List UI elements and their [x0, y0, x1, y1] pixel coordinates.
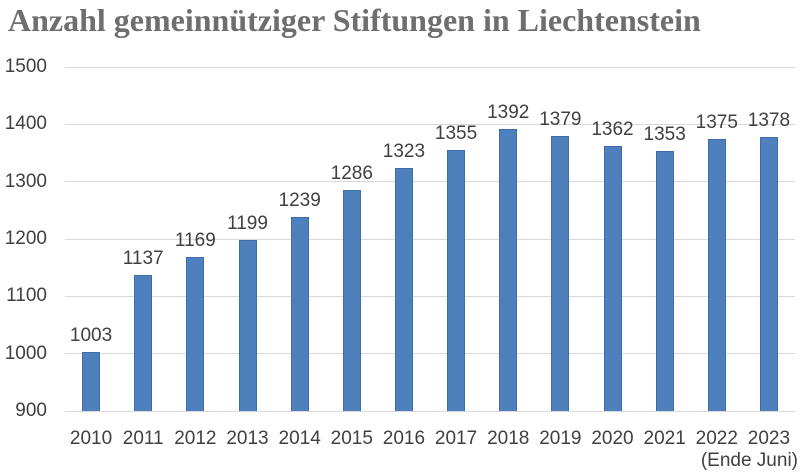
bar	[290, 216, 309, 411]
bar	[499, 128, 518, 411]
y-axis-label: 1000	[4, 342, 47, 364]
x-axis-label: 2019	[539, 428, 582, 449]
bar	[238, 239, 257, 411]
x-axis-label: 2022	[695, 428, 738, 449]
chart-title: Anzahl gemeinnütziger Stiftungen in Liec…	[8, 2, 701, 38]
bar	[186, 256, 205, 411]
bar-value-label: 1323	[382, 141, 426, 163]
x-axis-note: (Ende Juni)	[700, 450, 798, 471]
x-axis-label: 2011	[122, 428, 164, 449]
bar-value-label: 1379	[539, 109, 582, 131]
y-axis-label: 1300	[4, 170, 47, 192]
bar	[759, 136, 778, 411]
gridline	[65, 410, 795, 412]
bar	[82, 351, 101, 411]
gridline	[65, 66, 795, 68]
y-axis-label: 900	[15, 400, 47, 421]
bar-value-label: 1239	[278, 189, 321, 211]
x-axis-label: 2013	[226, 428, 269, 449]
bar-value-label: 1199	[227, 212, 268, 234]
x-axis-label: 2016	[382, 428, 426, 449]
bar-value-label: 1353	[643, 124, 686, 146]
gridline	[65, 123, 795, 125]
y-axis-label: 1200	[4, 228, 47, 249]
bar-value-label: 1003	[69, 324, 113, 346]
y-axis-label: 1500	[4, 56, 47, 77]
bar-value-label: 1286	[330, 162, 373, 184]
bar-value-label: 1392	[487, 101, 530, 123]
x-axis-label: 2014	[278, 428, 321, 449]
bar	[551, 136, 570, 411]
x-axis-label: 2018	[487, 428, 530, 449]
bar-value-label: 1137	[122, 248, 164, 270]
x-axis-label: 2020	[591, 428, 634, 449]
bar	[603, 146, 622, 411]
x-axis-label: 2021	[643, 428, 686, 449]
bar	[134, 275, 153, 411]
bar	[342, 189, 361, 411]
x-axis-label: 2017	[434, 428, 478, 449]
bar-value-label: 1378	[747, 109, 791, 131]
x-axis-label: 2015	[330, 428, 373, 449]
bar	[394, 168, 413, 411]
bar	[707, 138, 726, 411]
bar-value-label: 1169	[174, 229, 216, 251]
x-axis-label: 2023	[747, 428, 791, 449]
bar	[655, 151, 674, 411]
bar-value-label: 1355	[434, 123, 478, 145]
bar-value-label: 1375	[695, 111, 738, 133]
gridline	[65, 295, 795, 297]
x-axis-label: 2010	[69, 428, 113, 449]
gridline	[65, 238, 795, 240]
x-axis-label: 2012	[174, 428, 217, 449]
bar-value-label: 1362	[591, 119, 634, 141]
y-axis-label: 1100	[6, 285, 47, 307]
y-axis-label: 1400	[4, 113, 47, 135]
gridline	[65, 181, 795, 183]
gridline	[65, 353, 795, 355]
bar	[447, 150, 466, 411]
